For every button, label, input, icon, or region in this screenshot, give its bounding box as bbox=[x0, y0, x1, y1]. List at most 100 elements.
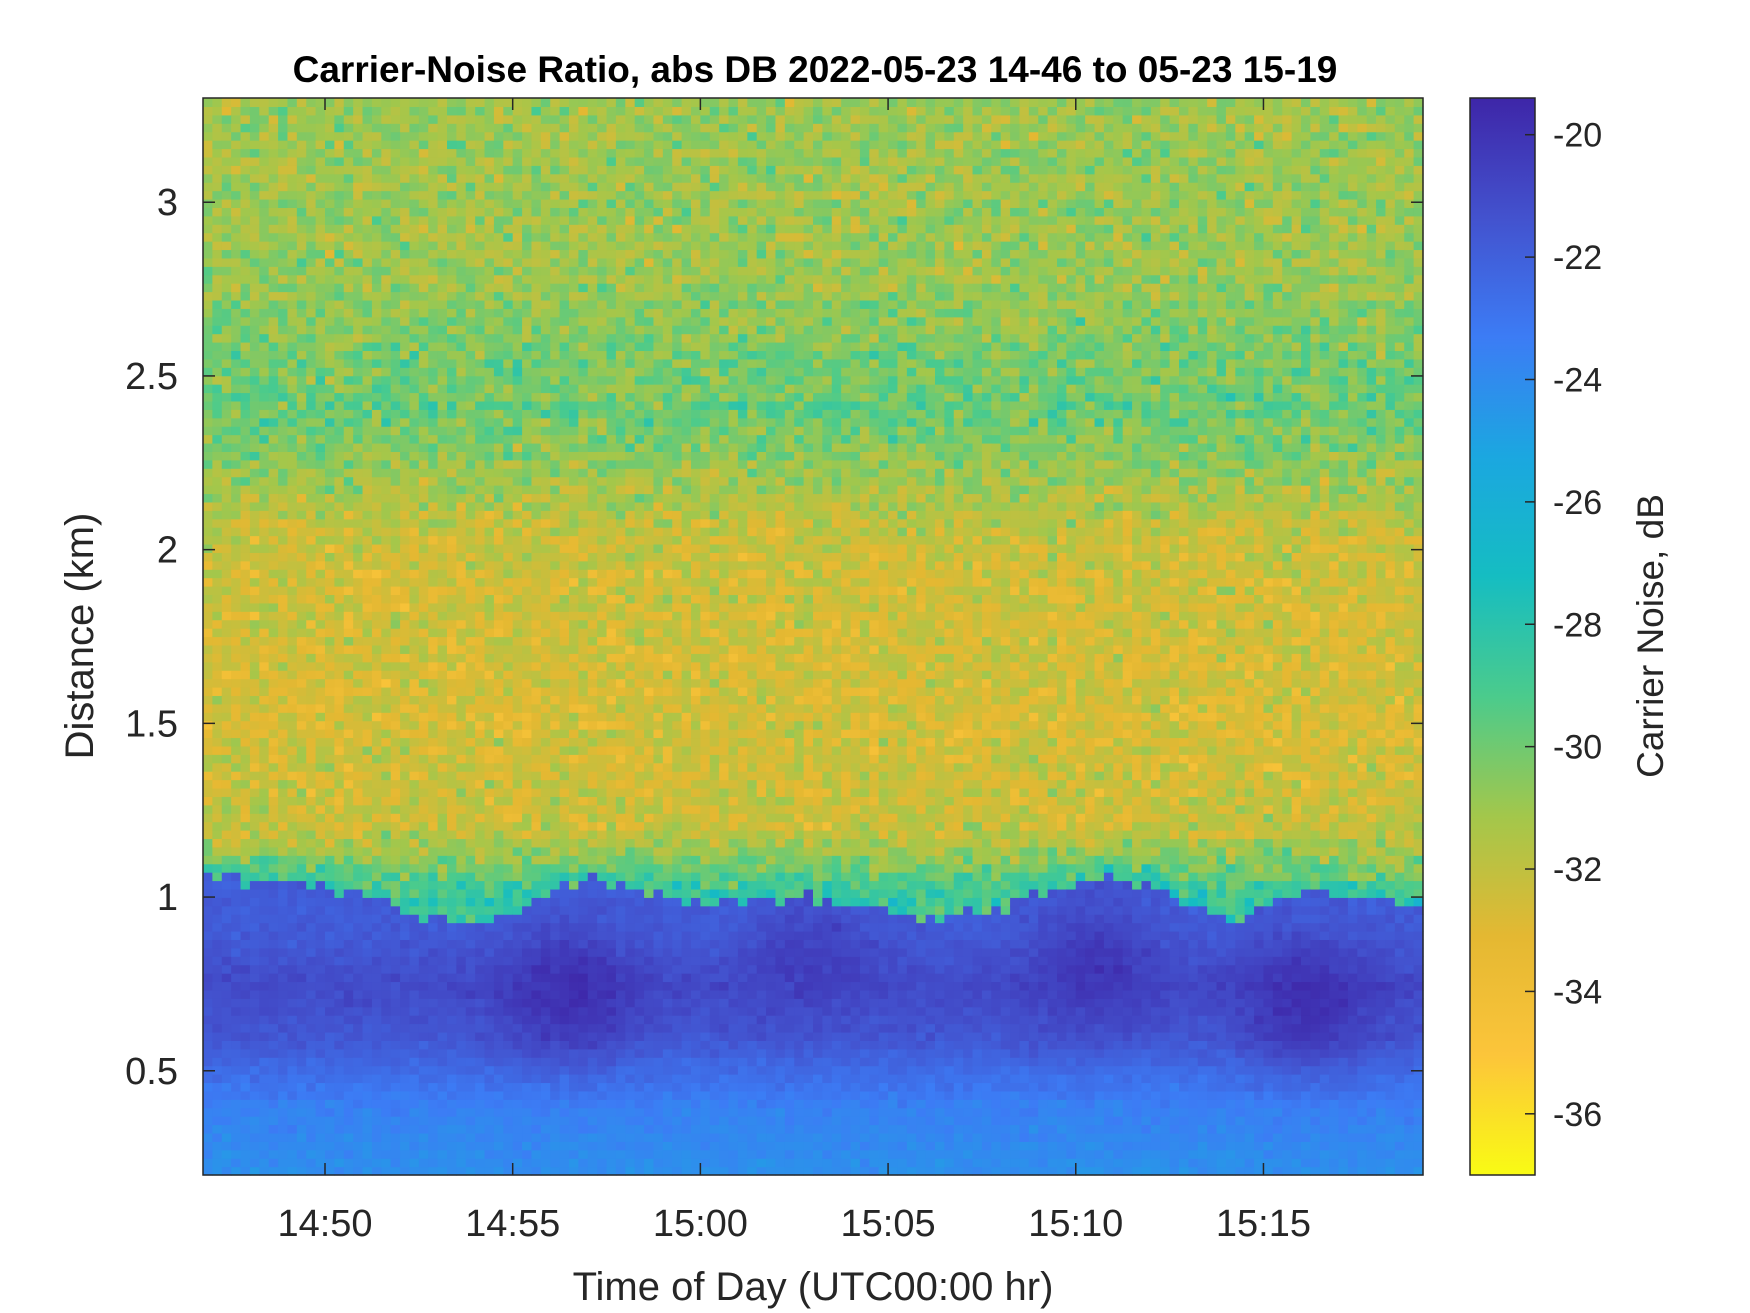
heatmap-cell bbox=[550, 1040, 561, 1050]
heatmap-cell bbox=[550, 173, 561, 183]
heatmap-cell bbox=[212, 813, 223, 823]
heatmap-cell bbox=[296, 182, 307, 192]
heatmap-cell bbox=[371, 98, 382, 108]
heatmap-cell bbox=[456, 888, 467, 898]
heatmap-cell bbox=[371, 686, 382, 696]
heatmap-cell bbox=[465, 476, 476, 486]
heatmap-cell bbox=[212, 1006, 223, 1016]
heatmap-cell bbox=[418, 1074, 429, 1084]
heatmap-cell bbox=[212, 417, 223, 427]
heatmap-cell bbox=[400, 560, 411, 570]
heatmap-cell bbox=[484, 930, 495, 940]
heatmap-cell bbox=[512, 779, 523, 789]
heatmap-cell bbox=[484, 872, 495, 882]
heatmap-cell bbox=[512, 594, 523, 604]
heatmap-cell bbox=[400, 779, 411, 789]
heatmap-cell bbox=[221, 1065, 232, 1075]
heatmap-cell bbox=[512, 619, 523, 629]
heatmap-cell bbox=[447, 922, 457, 932]
heatmap-cell bbox=[400, 670, 411, 680]
heatmap-cell bbox=[493, 518, 504, 528]
heatmap-cell bbox=[334, 165, 345, 175]
heatmap-cell bbox=[418, 224, 429, 234]
heatmap-cell bbox=[418, 476, 429, 486]
heatmap-cell bbox=[212, 207, 223, 217]
heatmap-cell bbox=[493, 241, 504, 251]
heatmap-cell bbox=[212, 392, 223, 402]
heatmap-cell bbox=[231, 628, 242, 638]
heatmap-cell bbox=[484, 417, 495, 427]
heatmap-cell bbox=[259, 653, 270, 663]
heatmap-cell bbox=[343, 527, 354, 537]
heatmap-cell bbox=[334, 1006, 345, 1016]
heatmap-cell bbox=[465, 930, 476, 940]
heatmap-cell bbox=[353, 1116, 364, 1126]
heatmap-cell bbox=[540, 745, 551, 755]
heatmap-cell bbox=[447, 140, 457, 150]
heatmap-cell bbox=[231, 703, 242, 713]
heatmap-cell bbox=[343, 653, 354, 663]
heatmap-cell bbox=[409, 131, 420, 141]
heatmap-cell bbox=[371, 1057, 382, 1067]
heatmap-cell bbox=[540, 922, 551, 932]
heatmap-cell bbox=[559, 350, 570, 360]
heatmap-cell bbox=[249, 1006, 260, 1016]
heatmap-cell bbox=[522, 830, 533, 840]
heatmap-cell bbox=[550, 914, 561, 924]
heatmap-cell bbox=[231, 131, 242, 141]
heatmap-cell bbox=[240, 1006, 251, 1016]
heatmap-cell bbox=[550, 1116, 561, 1126]
heatmap-cell bbox=[231, 207, 242, 217]
heatmap-cell bbox=[306, 947, 317, 957]
heatmap-cell bbox=[212, 1090, 223, 1100]
heatmap-cell bbox=[531, 964, 542, 974]
heatmap-cell bbox=[343, 1116, 354, 1126]
heatmap-cell bbox=[409, 114, 420, 124]
heatmap-cell bbox=[306, 148, 317, 158]
heatmap-cell bbox=[268, 653, 279, 663]
heatmap-cell bbox=[437, 661, 448, 671]
heatmap-cell bbox=[381, 182, 392, 192]
heatmap-cell bbox=[203, 140, 213, 150]
heatmap-cell bbox=[512, 804, 523, 814]
heatmap-cell bbox=[437, 1023, 448, 1033]
heatmap-cell bbox=[315, 661, 326, 671]
heatmap-cell bbox=[475, 703, 486, 713]
heatmap-cell bbox=[484, 905, 495, 915]
heatmap-cell bbox=[522, 510, 533, 520]
heatmap-cell bbox=[278, 182, 289, 192]
heatmap-cell bbox=[475, 872, 486, 882]
heatmap-cell bbox=[390, 476, 401, 486]
heatmap-cell bbox=[465, 947, 476, 957]
heatmap-cell bbox=[484, 367, 495, 377]
heatmap-cell bbox=[456, 737, 467, 747]
heatmap-cell bbox=[512, 241, 523, 251]
heatmap-cell bbox=[522, 358, 533, 368]
heatmap-cell bbox=[278, 947, 289, 957]
heatmap-cell bbox=[465, 224, 476, 234]
heatmap-cell bbox=[343, 888, 354, 898]
heatmap-cell bbox=[325, 686, 335, 696]
heatmap-cell bbox=[278, 156, 289, 166]
heatmap-cell bbox=[362, 1048, 373, 1058]
heatmap-cell bbox=[371, 266, 382, 276]
heatmap-cell bbox=[231, 485, 242, 495]
heatmap-cell bbox=[325, 1149, 335, 1159]
heatmap-cell bbox=[465, 485, 476, 495]
heatmap-cell bbox=[400, 198, 411, 208]
heatmap-cell bbox=[484, 787, 495, 797]
heatmap-cell bbox=[334, 451, 345, 461]
heatmap-cell bbox=[259, 602, 270, 612]
heatmap-cell bbox=[240, 131, 251, 141]
heatmap-cell bbox=[390, 855, 401, 865]
heatmap-cell bbox=[400, 98, 411, 108]
heatmap-cell bbox=[287, 897, 298, 907]
heatmap-cell bbox=[484, 190, 495, 200]
heatmap-cell bbox=[325, 215, 335, 225]
heatmap-cell bbox=[381, 644, 392, 654]
heatmap-cell bbox=[362, 838, 373, 848]
heatmap-cell bbox=[484, 1048, 495, 1058]
heatmap-cell bbox=[268, 981, 279, 991]
heatmap-cell bbox=[362, 1040, 373, 1050]
heatmap-cell bbox=[315, 628, 326, 638]
